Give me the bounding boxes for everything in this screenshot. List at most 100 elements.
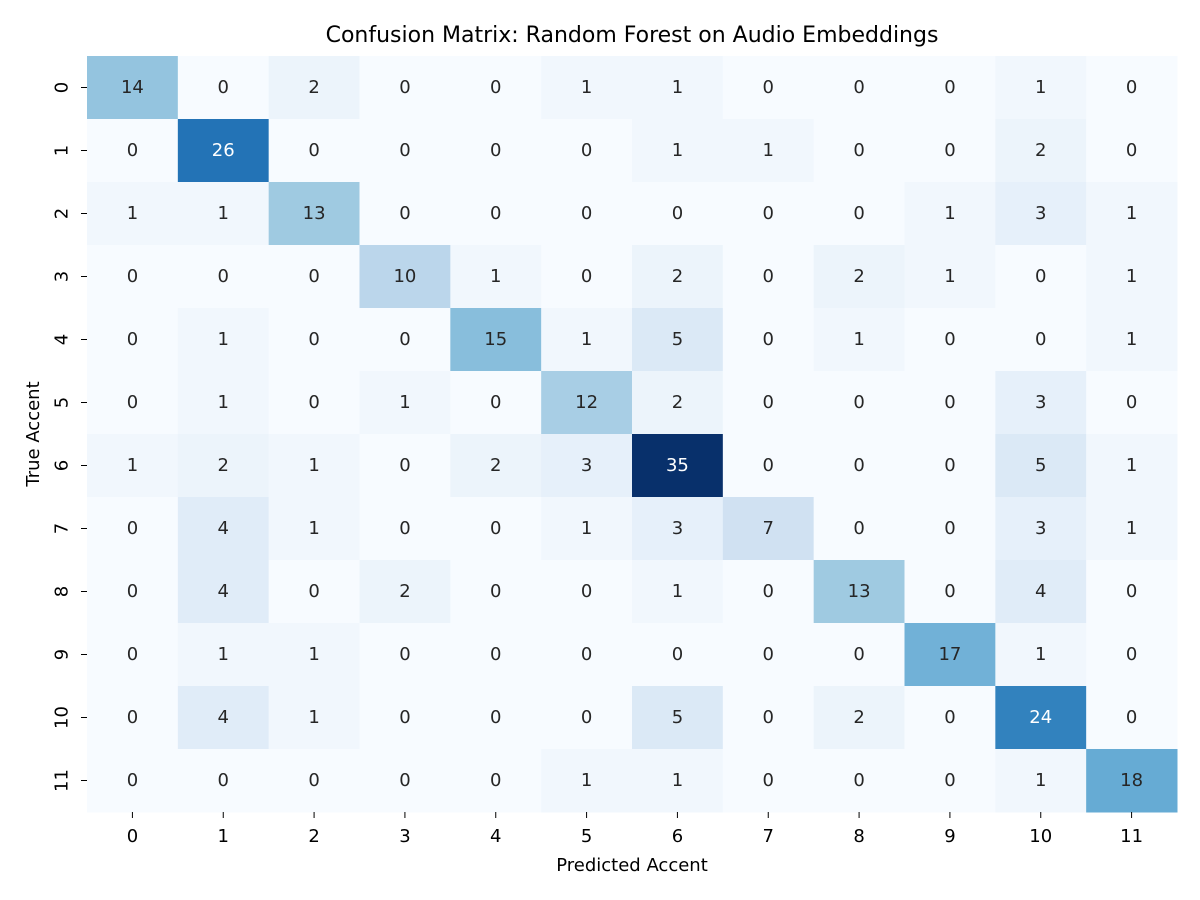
heatmap-cell <box>87 182 179 246</box>
cell-value-label: 35 <box>666 455 689 476</box>
cell-value-label: 0 <box>490 770 501 791</box>
heatmap-cell <box>450 182 542 246</box>
heatmap-cell <box>450 245 542 309</box>
heatmap-cell <box>541 686 633 750</box>
cell-value-label: 1 <box>672 770 683 791</box>
heatmap-cell <box>632 749 724 813</box>
heatmap-cell <box>995 182 1087 246</box>
cell-value-label: 1 <box>763 140 774 161</box>
cell-value-label: 0 <box>127 140 138 161</box>
x-tick-label: 9 <box>944 826 955 847</box>
cell-value-label: 1 <box>308 455 319 476</box>
y-tick-label: 10 <box>52 706 73 729</box>
cell-value-label: 0 <box>127 392 138 413</box>
heatmap-cell <box>541 623 633 687</box>
heatmap-cell <box>87 623 179 687</box>
heatmap-cell <box>813 56 905 120</box>
y-tick-label: 2 <box>52 208 73 219</box>
heatmap-cell <box>359 749 451 813</box>
cell-value-label: 1 <box>1126 203 1137 224</box>
heatmap-cell <box>359 308 451 372</box>
heatmap-cell <box>450 56 542 120</box>
cell-value-label: 15 <box>484 329 507 350</box>
heatmap-cell <box>359 560 451 624</box>
cell-value-label: 2 <box>490 455 501 476</box>
cell-value-label: 0 <box>490 644 501 665</box>
cell-value-label: 0 <box>127 266 138 287</box>
heatmap-cell <box>904 182 996 246</box>
cell-value-label: 14 <box>121 77 144 98</box>
cell-value-label: 0 <box>763 203 774 224</box>
cell-value-label: 0 <box>853 392 864 413</box>
cell-value-label: 1 <box>308 644 319 665</box>
cell-value-label: 0 <box>944 140 955 161</box>
x-tick-label: 0 <box>127 826 138 847</box>
cell-value-label: 5 <box>672 707 683 728</box>
heatmap-cell <box>995 245 1087 309</box>
x-tick-label: 11 <box>1120 826 1143 847</box>
heatmap-cell <box>541 560 633 624</box>
y-axis-label: True Accent <box>23 381 44 487</box>
cell-value-label: 0 <box>308 266 319 287</box>
heatmap-cell <box>813 182 905 246</box>
heatmap-cell <box>904 56 996 120</box>
cell-value-label: 0 <box>581 581 592 602</box>
cell-value-label: 1 <box>218 392 229 413</box>
cell-value-label: 2 <box>672 392 683 413</box>
cell-value-label: 0 <box>1126 707 1137 728</box>
cell-value-label: 2 <box>308 77 319 98</box>
heatmap-cell <box>177 371 270 435</box>
heatmap-cell <box>995 686 1087 750</box>
cell-value-label: 0 <box>1126 581 1137 602</box>
cell-value-label: 0 <box>944 455 955 476</box>
cell-value-label: 0 <box>763 644 774 665</box>
cell-value-label: 3 <box>1035 518 1046 539</box>
cell-value-label: 0 <box>490 518 501 539</box>
y-tick-label: 6 <box>52 460 73 471</box>
cell-value-label: 1 <box>581 518 592 539</box>
cell-value-label: 0 <box>490 392 501 413</box>
heatmap-cell <box>995 371 1087 435</box>
cell-value-label: 1 <box>127 203 138 224</box>
heatmap-cell <box>1086 497 1178 561</box>
cell-value-label: 0 <box>581 140 592 161</box>
heatmap-cell <box>813 497 905 561</box>
cell-value-label: 0 <box>944 707 955 728</box>
heatmap-cell <box>995 434 1087 498</box>
heatmap-cell <box>268 497 360 561</box>
y-tick-label: 9 <box>52 649 73 660</box>
heatmap-cell <box>904 245 996 309</box>
y-tick-label: 0 <box>52 82 73 93</box>
heatmap-cell <box>632 182 724 246</box>
cell-value-label: 12 <box>575 392 598 413</box>
heatmap-cell <box>995 497 1087 561</box>
cell-value-label: 2 <box>399 581 410 602</box>
heatmap-cell <box>268 308 360 372</box>
cell-value-label: 0 <box>1035 266 1046 287</box>
heatmap-cell <box>268 56 360 120</box>
chart-title: Confusion Matrix: Random Forest on Audio… <box>326 23 939 48</box>
cell-value-label: 0 <box>581 203 592 224</box>
heatmap-cell <box>177 749 270 813</box>
cell-value-label: 4 <box>218 707 229 728</box>
cell-value-label: 0 <box>763 266 774 287</box>
heatmap-cell <box>995 56 1087 120</box>
heatmap-cell <box>632 686 724 750</box>
heatmap-cell <box>87 56 179 120</box>
y-tick-label: 3 <box>52 271 73 282</box>
heatmap-cell <box>904 497 996 561</box>
x-tick-label: 2 <box>308 826 319 847</box>
cell-value-label: 0 <box>308 392 319 413</box>
heatmap-cell <box>1086 308 1178 372</box>
cell-value-label: 0 <box>581 707 592 728</box>
cell-value-label: 0 <box>308 770 319 791</box>
cell-value-label: 0 <box>1035 329 1046 350</box>
x-tick-label: 3 <box>399 826 410 847</box>
cell-value-label: 0 <box>399 140 410 161</box>
cell-value-label: 0 <box>308 329 319 350</box>
heatmap-cell <box>177 245 270 309</box>
cell-value-label: 13 <box>848 581 871 602</box>
y-tick-label: 11 <box>52 769 73 792</box>
heatmap-cell <box>1086 434 1178 498</box>
cell-value-label: 0 <box>490 203 501 224</box>
